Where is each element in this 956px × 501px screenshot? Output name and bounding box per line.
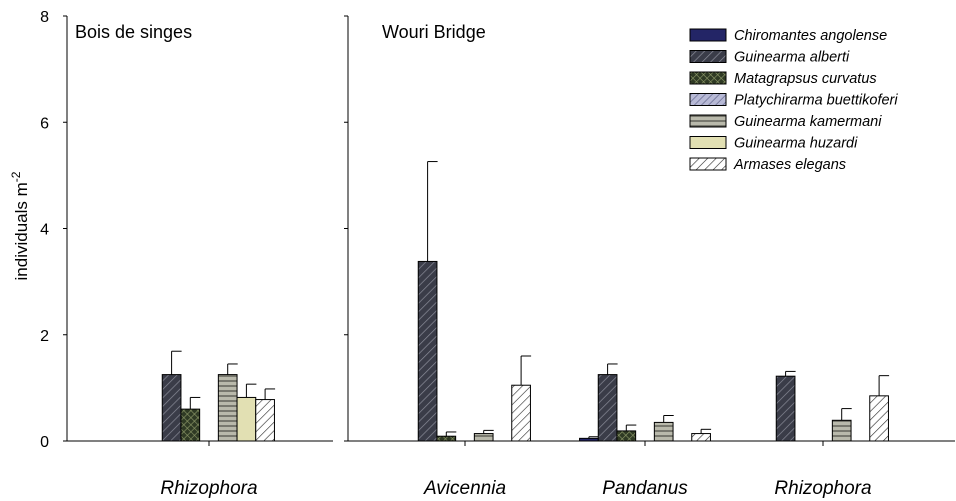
y-tick-label: 0 [40, 434, 49, 451]
bar [616, 430, 637, 442]
y-axis-label-sup: -2 [9, 171, 23, 182]
bar [473, 433, 494, 442]
legend-label: Matagrapsus curvatus [734, 71, 877, 87]
bar [236, 396, 257, 442]
legend-label: Guinearma huzardi [734, 136, 858, 152]
legend-swatch [689, 71, 727, 85]
bar [161, 374, 182, 442]
legend-label: Guinearma kamermani [734, 114, 882, 130]
legend-swatch [689, 50, 727, 63]
legend-swatch [689, 114, 727, 128]
bar [831, 419, 852, 442]
legend: Chiromantes angolense Guinearma alberti Ma… [689, 28, 898, 173]
y-axis-label: individuals m-2 [9, 171, 31, 280]
legend-label: Chiromantes angolense [734, 28, 887, 44]
y-tick-label: 8 [40, 9, 49, 26]
panel-title-right: Wouri Bridge [382, 22, 486, 42]
bar [255, 399, 275, 442]
x-category-label: Avicennia [423, 478, 506, 499]
bar [869, 395, 889, 442]
legend-swatch [689, 157, 727, 171]
bars-layer [161, 161, 890, 442]
bar [775, 375, 796, 442]
bar [417, 260, 438, 442]
x-category-label: Rhizophora [774, 478, 871, 499]
legend-swatch [689, 93, 727, 106]
bar [511, 384, 531, 442]
x-category-label: Pandanus [602, 478, 688, 499]
bar [436, 435, 457, 442]
bar [579, 437, 599, 442]
bar [217, 374, 238, 442]
legend-label: Platychirarma buettikoferi [734, 93, 898, 109]
bar [180, 408, 201, 442]
bar [653, 421, 674, 442]
panel-title-left: Bois de singes [75, 22, 192, 42]
x-category-label: Rhizophora [160, 478, 257, 499]
bar [691, 433, 711, 442]
y-axis-label-main: individuals m [12, 182, 31, 280]
legend-label: Guinearma alberti [734, 50, 850, 66]
y-tick-label: 2 [40, 328, 49, 345]
legend-label: Armases elegans [733, 157, 846, 173]
legend-swatch [689, 136, 727, 149]
y-tick-label: 4 [40, 222, 49, 239]
legend-swatch [689, 28, 727, 42]
y-tick-label: 6 [40, 115, 49, 132]
bar [597, 374, 618, 442]
